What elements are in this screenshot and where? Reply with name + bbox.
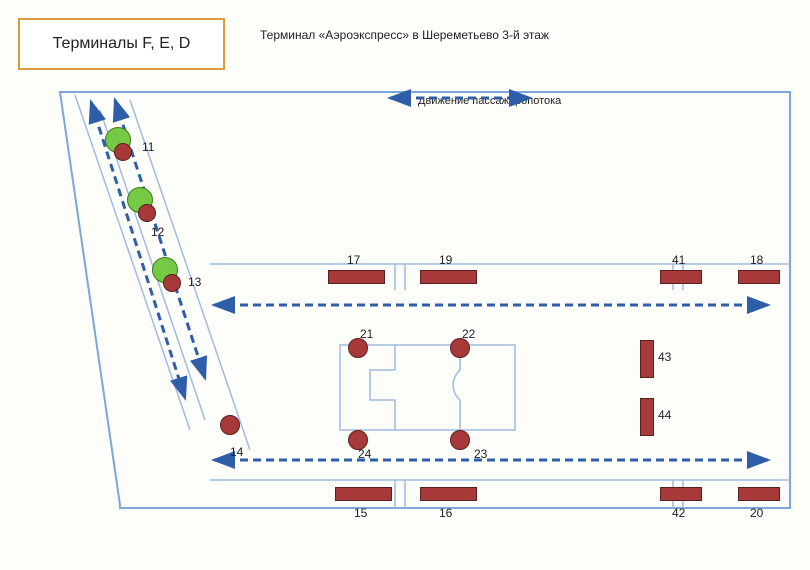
bar-label-18: 18: [750, 253, 763, 267]
bar-15: [335, 487, 392, 501]
bar-label-43: 43: [658, 350, 671, 364]
terminal-box: Терминалы F, E, D: [18, 18, 225, 70]
terminal-box-label: Терминалы F, E, D: [53, 35, 191, 53]
bar-16: [420, 487, 477, 501]
red-circle-13: [163, 274, 181, 292]
diagram-canvas: Терминалы F, E, D Терминал «Аэроэкспресс…: [0, 0, 810, 570]
circle-label-23: 23: [474, 447, 487, 461]
circle-label-22: 22: [462, 327, 475, 341]
circle-label-11: 11: [142, 140, 154, 154]
bar-18: [738, 270, 780, 284]
bar-label-16: 16: [439, 506, 452, 520]
bar-44: [640, 398, 654, 436]
bar-label-41: 41: [672, 253, 685, 267]
red-circle-14: [220, 415, 240, 435]
flow-label: Движение пассажиропотока: [418, 95, 561, 107]
bar-label-15: 15: [354, 506, 367, 520]
red-circle-22: [450, 338, 470, 358]
bar-label-42: 42: [672, 506, 685, 520]
bar-20: [738, 487, 780, 501]
bar-label-19: 19: [439, 253, 452, 267]
red-circle-23: [450, 430, 470, 450]
diagram-title: Терминал «Аэроэкспресс» в Шереметьево 3-…: [260, 28, 549, 42]
red-circle-11: [114, 143, 132, 161]
circle-label-21: 21: [360, 327, 373, 341]
circle-label-14: 14: [230, 445, 243, 459]
svg-overlay: [0, 0, 810, 570]
bar-19: [420, 270, 477, 284]
bar-17: [328, 270, 385, 284]
bar-42: [660, 487, 702, 501]
bar-label-20: 20: [750, 506, 763, 520]
bar-41: [660, 270, 702, 284]
bar-label-17: 17: [347, 253, 360, 267]
circle-label-12: 12: [151, 225, 164, 239]
red-circle-12: [138, 204, 156, 222]
circle-label-24: 24: [358, 447, 371, 461]
bar-label-44: 44: [658, 408, 671, 422]
red-circle-21: [348, 338, 368, 358]
circle-label-13: 13: [188, 275, 201, 289]
bar-43: [640, 340, 654, 378]
